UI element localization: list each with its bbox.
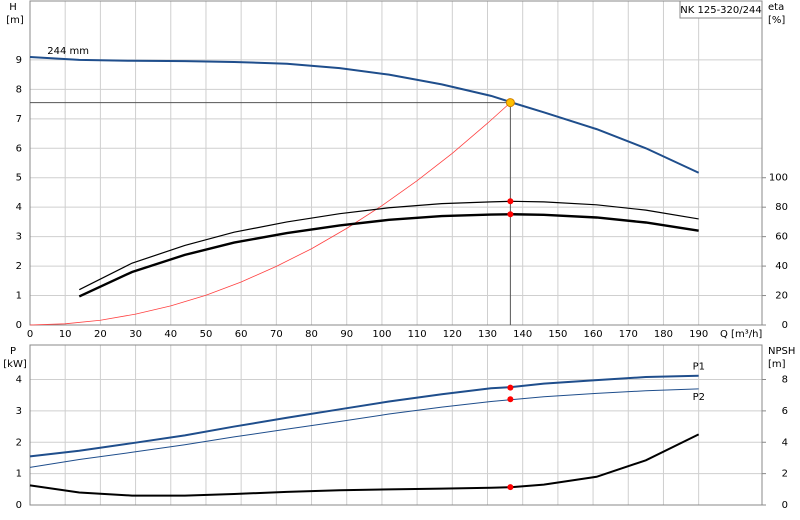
x-tick-label: 190 <box>689 329 708 340</box>
operating-point <box>505 98 515 108</box>
y-tick-label: 1 <box>16 469 22 480</box>
operating-point <box>507 384 514 391</box>
y2-tick-label: 2 <box>782 469 788 480</box>
y-tick-label: 2 <box>16 261 22 272</box>
x-tick-label: 130 <box>478 329 497 340</box>
y-tick-label: 4 <box>16 202 22 213</box>
y-tick-label: 3 <box>16 232 22 243</box>
y2-tick-label: 4 <box>782 437 788 448</box>
title-box <box>679 0 763 19</box>
operating-point <box>507 198 514 205</box>
series-line <box>29 102 511 326</box>
series-line <box>78 200 699 291</box>
chart-title: NK 125-320/244 <box>680 5 761 16</box>
x-tick-label: 70 <box>270 329 283 340</box>
y-tick-label: 6 <box>16 143 22 154</box>
y2-tick-label: 0 <box>782 500 788 511</box>
y2-tick-label: 6 <box>782 406 788 417</box>
y-tick-label: 0 <box>16 320 22 331</box>
x-tick-label: 120 <box>443 329 462 340</box>
y-tick-label: 8 <box>16 84 22 95</box>
x-axis-title: Q [m³/h] <box>720 329 762 340</box>
x-tick-label: 170 <box>619 329 638 340</box>
x-tick-label: 110 <box>408 329 427 340</box>
y-tick-label: 1 <box>16 291 22 302</box>
x-tick-label: 60 <box>235 329 248 340</box>
x-tick-label: 10 <box>59 329 72 340</box>
x-tick-label: 160 <box>584 329 603 340</box>
x-tick-label: 90 <box>340 329 353 340</box>
plot-frame <box>29 0 763 326</box>
x-tick-label: 20 <box>94 329 107 340</box>
y2-axis-title: eta <box>768 2 784 13</box>
y-axis-title: P <box>10 346 16 357</box>
y2-tick-label: 80 <box>775 202 788 213</box>
y2-axis-title: NPSH <box>768 346 795 357</box>
x-tick-label: 140 <box>513 329 532 340</box>
x-tick-label: 150 <box>548 329 567 340</box>
series-line <box>78 213 699 298</box>
operating-point <box>507 484 514 491</box>
y-tick-label: 4 <box>16 375 22 386</box>
x-tick-label: 40 <box>164 329 177 340</box>
x-tick-label: 50 <box>200 329 213 340</box>
y2-axis-unit: [%] <box>768 15 785 26</box>
y2-tick-label: 40 <box>775 261 788 272</box>
series-label: P2 <box>693 392 705 403</box>
operating-point <box>507 211 514 218</box>
y2-tick-label: 60 <box>775 232 788 243</box>
x-tick-label: 180 <box>654 329 673 340</box>
y2-axis-unit: [m] <box>768 359 786 370</box>
series-label: P1 <box>693 362 705 373</box>
y2-tick-label: 100 <box>769 173 788 184</box>
x-tick-label: 80 <box>305 329 318 340</box>
series-line <box>29 55 700 174</box>
y-tick-label: 2 <box>16 437 22 448</box>
y-tick-label: 3 <box>16 406 22 417</box>
y2-tick-label: 0 <box>782 320 788 331</box>
y-tick-label: 0 <box>16 500 22 511</box>
y2-tick-label: 8 <box>782 375 788 386</box>
series-line <box>29 388 699 468</box>
y-axis-unit: [m] <box>6 15 24 26</box>
x-tick-label: 100 <box>372 329 391 340</box>
series-line <box>29 433 700 497</box>
operating-point <box>507 396 514 403</box>
series-line <box>29 374 699 458</box>
y-tick-label: 9 <box>16 55 22 66</box>
x-tick-label: 30 <box>129 329 142 340</box>
y-axis-title: H <box>9 2 17 13</box>
x-tick-label: 0 <box>27 329 33 340</box>
plot-frame <box>29 344 763 506</box>
y-tick-label: 7 <box>16 114 22 125</box>
y-tick-label: 5 <box>16 173 22 184</box>
y2-tick-label: 20 <box>775 291 788 302</box>
y-axis-unit: [kW] <box>3 359 27 370</box>
series-label: 244 mm <box>47 46 89 57</box>
